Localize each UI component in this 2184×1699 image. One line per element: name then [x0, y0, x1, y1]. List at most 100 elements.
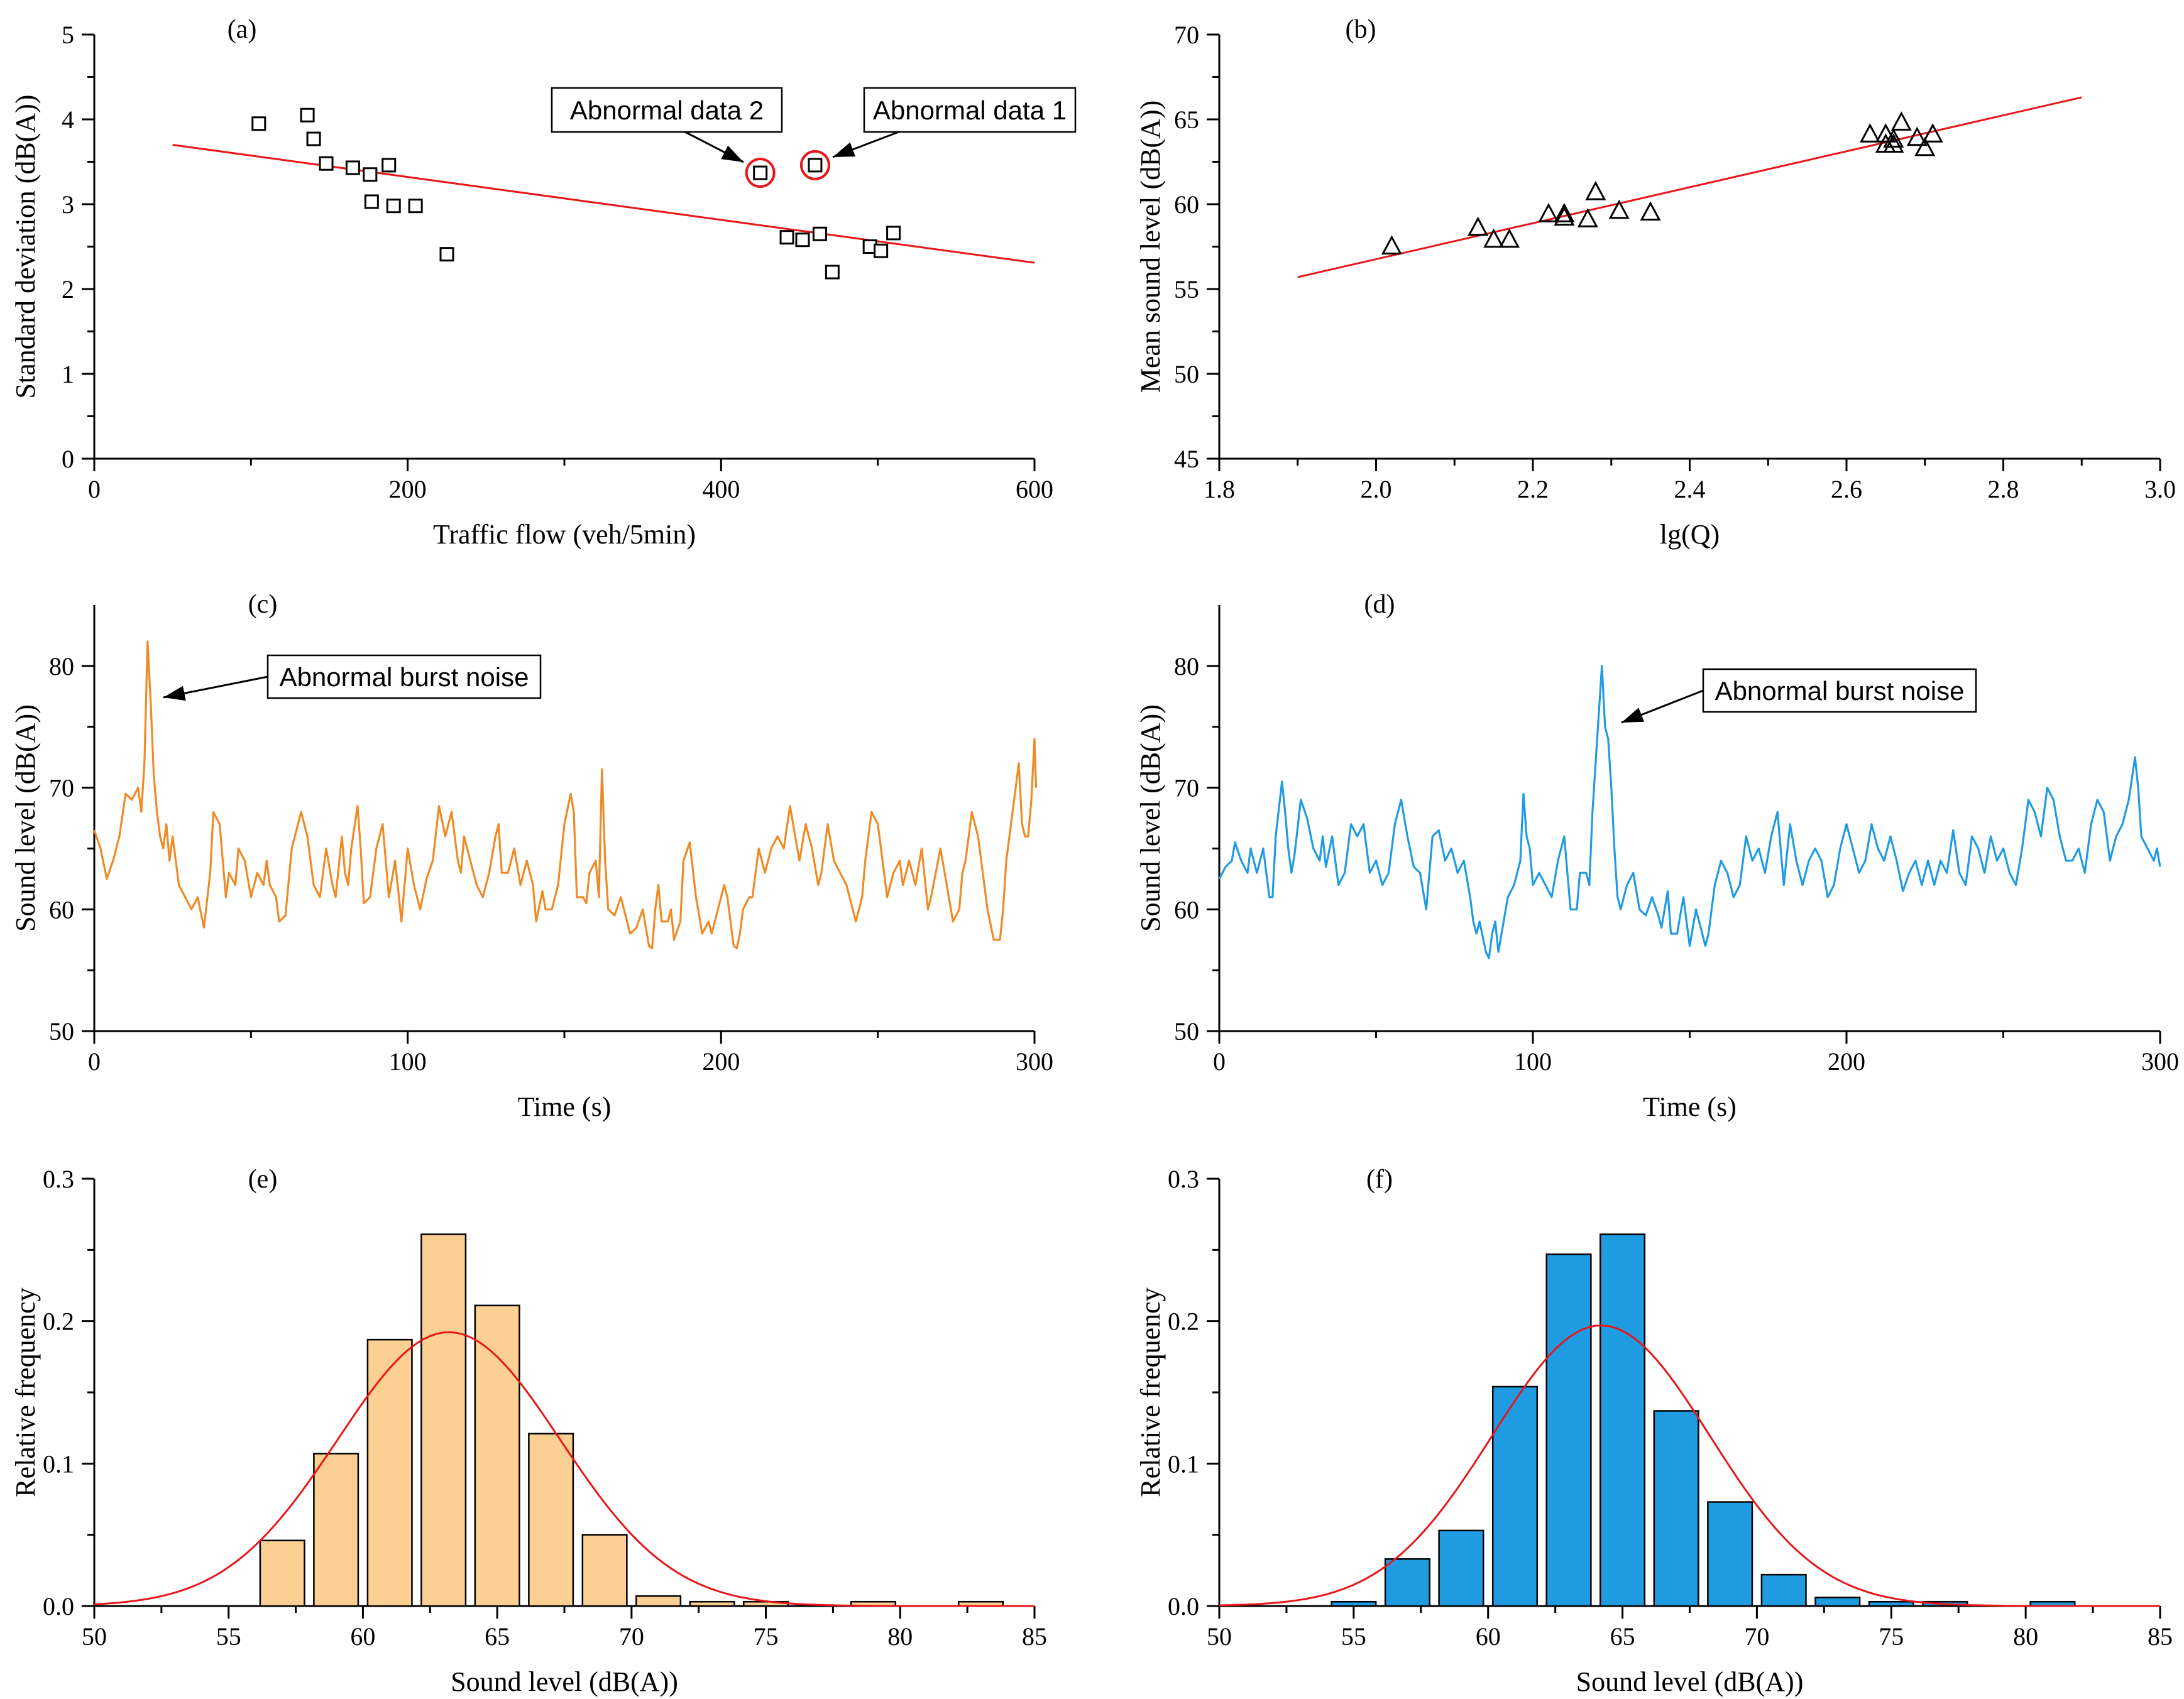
panel-f-normal-fit-curve: [1219, 1324, 2160, 1607]
panel-e-x-tick-label: 65: [485, 1622, 510, 1651]
panel-b-data-point: [1883, 133, 1904, 153]
panel-e-x-tick-label: 75: [754, 1622, 779, 1651]
panel-b-data-point: [1883, 128, 1904, 148]
panel-f-x-tick-label: 75: [1879, 1622, 1904, 1651]
panel-f-bar: [1868, 1600, 1914, 1607]
panel-a-data-point: [386, 199, 401, 214]
panel-e-x-tick-label: 85: [1022, 1622, 1047, 1651]
panel-b-data-point: [1890, 111, 1912, 131]
panel-a-data-point: [808, 158, 823, 173]
panel-f-bar: [1653, 1410, 1699, 1607]
panel-c-x-tick-label: 100: [389, 1047, 427, 1076]
panel-a-data-point: [779, 230, 794, 245]
panel-b-data-point: [1640, 201, 1661, 221]
annotation-abnormal-data-1-arrow-head: [833, 142, 856, 157]
panel-b-x-tick-label: 2.0: [1361, 475, 1392, 503]
panel-b-x-axis-label: lg(Q): [1660, 519, 1720, 550]
panel-e-y-axis-label: Relative frequency: [10, 1287, 41, 1497]
panel-e-x-axis-label: Sound level (dB(A)): [451, 1666, 678, 1697]
panel-c-x-tick-label: 200: [702, 1047, 740, 1076]
annotation-burst-noise-c-box: [266, 654, 542, 699]
panel-a-x-tick-label: 600: [1016, 475, 1053, 503]
panel-b-data-point: [1914, 136, 1936, 156]
panel-f-x-axis-label: Sound level (dB(A)): [1576, 1666, 1804, 1697]
panel-f-y-tick-label: 0.2: [1168, 1308, 1199, 1336]
panel-b-x-tick-label: 2.2: [1517, 475, 1549, 503]
panel-e-bar: [689, 1600, 735, 1607]
annotation-abnormal-data-2-arrow-head: [721, 145, 744, 162]
panel-a-data-point: [251, 116, 266, 131]
panel-c-series-line: [93, 640, 1038, 949]
panel-e-bar: [420, 1233, 467, 1607]
panel-e-x-tick-label: 70: [619, 1622, 644, 1651]
panel-c-y-tick-label: 60: [49, 895, 74, 924]
panel-f-panel-label: (f): [1366, 1165, 1393, 1194]
panel-a-data-point: [812, 226, 827, 241]
panel-a-abnormal-highlight: [745, 158, 776, 188]
panel-b-data-point: [1554, 206, 1575, 226]
panel-a-data-point: [886, 226, 901, 241]
panel-c-y-tick-label: 80: [49, 652, 74, 680]
panel-d-y-tick-label: 80: [1174, 652, 1199, 680]
panel-c-y-axis-label: Sound level (dB(A)): [10, 704, 41, 932]
panel-a-x-axis-label: Traffic flow (veh/5min): [433, 519, 696, 550]
panel-f-bar: [1438, 1529, 1484, 1607]
panel-d-x-tick-label: 100: [1514, 1047, 1552, 1076]
panel-b-x-tick-label: 2.4: [1674, 475, 1706, 503]
panel-b-data-point: [1554, 203, 1575, 222]
panel-b-x-tick-label: 2.8: [1988, 475, 2019, 503]
panel-a-data-point: [306, 131, 321, 146]
panel-b-y-tick-label: 50: [1174, 360, 1199, 388]
panel-b-data-point: [1483, 228, 1505, 248]
panel-b-data-point: [1381, 235, 1402, 254]
panel-e-x-tick-label: 60: [350, 1622, 375, 1651]
panel-b-data-point: [1499, 228, 1520, 248]
panel-f-y-axis-label: Relative frequency: [1135, 1287, 1166, 1497]
panel-f-bar: [1491, 1385, 1539, 1607]
panel-b-data-point: [1585, 180, 1606, 200]
panel-a-data-point: [363, 167, 378, 182]
panel-a-panel-label: (a): [228, 15, 257, 44]
panel-b-data-point: [1538, 203, 1559, 222]
panel-d-x-tick-label: 0: [1213, 1047, 1226, 1076]
panel-a-y-tick-label: 4: [62, 106, 74, 134]
panel-b-data-point: [1859, 123, 1880, 143]
panel-e-x-tick-label: 50: [82, 1622, 107, 1651]
annotation-abnormal-data-1-label: Abnormal data 1: [873, 96, 1067, 125]
panel-d-x-tick-label: 300: [2141, 1047, 2179, 1076]
panel-f-bar: [1384, 1558, 1430, 1607]
panel-e-bar: [366, 1338, 413, 1607]
panel-a-x-tick-label: 0: [88, 475, 101, 503]
panel-b-y-tick-label: 70: [1174, 21, 1199, 49]
panel-c-y-tick-label: 50: [49, 1017, 74, 1046]
panel-c-y-tick-label: 70: [49, 774, 74, 802]
panel-d-y-tick-label: 70: [1174, 774, 1199, 802]
panel-d-x-axis-label: Time (s): [1643, 1091, 1737, 1122]
panel-a-y-tick-label: 0: [62, 445, 74, 473]
panel-d-y-tick-label: 50: [1174, 1017, 1199, 1046]
annotation-burst-noise-d-arrow-head: [1622, 707, 1645, 723]
panel-f-bar: [1545, 1253, 1592, 1607]
annotation-burst-noise-c-label: Abnormal burst noise: [280, 662, 529, 692]
panel-e-y-tick-label: 0.2: [43, 1308, 74, 1336]
panel-b-y-axis-label: Mean sound level (dB(A)): [1135, 101, 1166, 393]
panel-b-y-tick-label: 60: [1174, 190, 1199, 219]
panel-a-data-point: [319, 156, 334, 171]
panel-d-y-tick-label: 60: [1174, 895, 1199, 924]
panel-c-x-tick-label: 0: [88, 1047, 101, 1076]
panel-a-data-point: [345, 160, 360, 175]
panel-b-data-point: [1577, 208, 1598, 227]
panel-e-bar: [635, 1595, 682, 1607]
panel-a-y-tick-label: 3: [62, 190, 74, 219]
panel-d-x-tick-label: 200: [1828, 1047, 1865, 1076]
panel-a-x-tick-label: 400: [702, 475, 740, 503]
panel-c-x-axis-label: Time (s): [518, 1091, 612, 1122]
annotation-abnormal-data-1-box: [863, 87, 1077, 133]
panel-a-abnormal-highlight: [799, 150, 830, 180]
panel-b-x-tick-label: 3.0: [2144, 475, 2176, 503]
panel-a-data-point: [825, 265, 840, 280]
panel-b-y-tick-label: 55: [1174, 275, 1199, 303]
panel-a-data-point: [381, 158, 397, 173]
panel-b-y-tick-label: 65: [1174, 106, 1199, 134]
